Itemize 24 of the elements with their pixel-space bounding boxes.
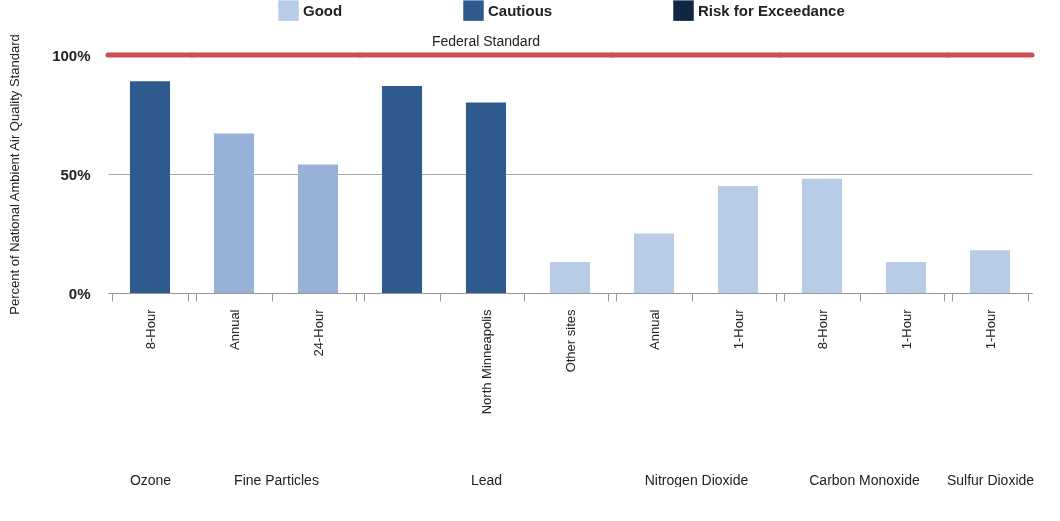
x-tick-label: 24-Hour bbox=[310, 308, 326, 357]
legend-label: Cautious bbox=[488, 1, 553, 19]
y-tick-label: 0% bbox=[68, 284, 91, 302]
x-tick-label: Annual bbox=[646, 309, 662, 350]
y-tick-label: 100% bbox=[52, 46, 91, 64]
legend-label: Risk for Exceedance bbox=[698, 1, 845, 19]
y-axis-title: Percent of National Ambient Air Quality Standard bbox=[7, 34, 23, 315]
x-tick-label: North Minneapolis bbox=[478, 309, 494, 415]
x-axis-title: Lead bbox=[470, 471, 503, 488]
x-axis-title: Ozone bbox=[129, 471, 172, 488]
x-tick-label: 8-Hour bbox=[814, 308, 830, 350]
ref-line-label: Federal Standard bbox=[431, 33, 541, 49]
x-axis-title: Carbon Monoxide bbox=[809, 471, 920, 488]
x-tick-label: 1-Hour bbox=[898, 308, 914, 350]
y-tick-label: 50% bbox=[60, 165, 91, 183]
x-axis-title: Fine Particles bbox=[234, 471, 319, 488]
legend-label: Good bbox=[303, 1, 343, 19]
x-tick-label: Annual bbox=[226, 309, 242, 350]
x-tick-label: 1-Hour bbox=[982, 308, 998, 350]
x-tick-label: Other sites bbox=[562, 309, 578, 373]
x-tick-label: 8-Hour bbox=[142, 308, 158, 350]
x-axis-title: Nitrogen Dioxide bbox=[644, 471, 749, 488]
x-axis-title: Sulfur Dioxide bbox=[946, 471, 1035, 488]
x-tick-label: 1-Hour bbox=[730, 308, 746, 350]
